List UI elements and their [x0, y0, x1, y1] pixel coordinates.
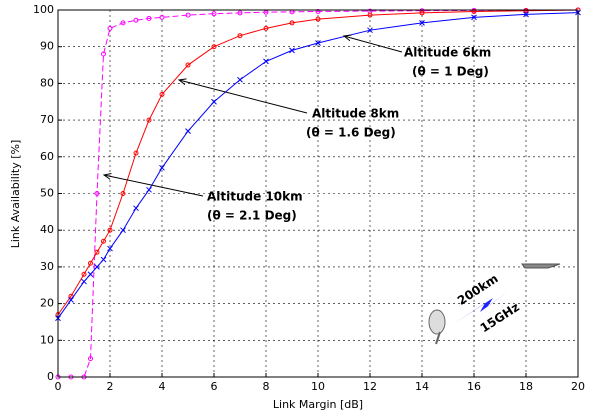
x-axis-label: Link Margin [dB] [273, 398, 363, 411]
point [211, 98, 217, 105]
point [120, 20, 126, 26]
point [87, 271, 94, 278]
y-tick-label: 30 [40, 260, 54, 273]
series-line [57, 12, 579, 319]
y-tick-label: 0 [47, 370, 54, 383]
point [107, 25, 113, 31]
point [471, 14, 477, 21]
x-tick-label: 20 [571, 380, 585, 393]
point [185, 62, 191, 68]
point [107, 227, 113, 233]
point [159, 164, 165, 171]
point [523, 8, 529, 14]
x-tick-label: 2 [107, 380, 114, 393]
point [289, 47, 295, 54]
point [94, 249, 100, 255]
link-bolt [452, 286, 516, 325]
point [94, 264, 100, 270]
point [523, 11, 529, 18]
point [88, 260, 93, 266]
y-tick-label: 40 [40, 223, 54, 236]
point [315, 8, 321, 14]
dish-stand [435, 331, 441, 345]
y-tick-label: 60 [40, 150, 54, 163]
y-tick-label: 20 [40, 297, 54, 310]
point [133, 17, 139, 23]
annotation: Altitude 8km [312, 107, 399, 121]
x-tick-label: 12 [363, 380, 377, 393]
point [101, 238, 106, 244]
point [315, 16, 321, 22]
point [101, 51, 106, 57]
y-tick-label: 10 [40, 333, 54, 346]
point [146, 15, 152, 21]
point [133, 205, 139, 212]
point [146, 186, 152, 193]
x-tick-label: 8 [263, 380, 270, 393]
point [211, 44, 217, 50]
point [367, 12, 373, 18]
ticks: 0 2 4 6 8 10 12 14 16 18 20 0 10 20 30 40 50 60 70 80 90 100 [33, 3, 585, 393]
point [159, 91, 165, 97]
annotation: (θ = 2.1 Deg) [207, 209, 297, 223]
x-tick-label: 6 [211, 380, 218, 393]
point [185, 128, 191, 134]
point [81, 271, 87, 277]
x-tick-label: 14 [415, 380, 429, 393]
y-tick-label: 70 [40, 113, 54, 126]
x-tick-label: 4 [159, 380, 166, 393]
point [211, 11, 217, 17]
point [81, 278, 87, 285]
annotation: Altitude 10km [207, 190, 303, 204]
annotation-arrow [179, 80, 308, 114]
point [68, 297, 74, 303]
point [263, 25, 269, 31]
y-tick-label: 100 [33, 3, 54, 16]
plane-icon [521, 263, 561, 269]
point [289, 20, 295, 26]
point [471, 8, 477, 14]
y-axis-label: Link Availability [%] [9, 140, 22, 249]
point [419, 10, 425, 16]
x-tick-label: 18 [519, 380, 533, 393]
point [120, 227, 126, 234]
x-tick-label: 10 [311, 380, 325, 393]
point [367, 27, 373, 34]
point [237, 33, 243, 39]
point [146, 117, 152, 123]
y-tick-label: 50 [40, 187, 54, 200]
annotation-arrow [344, 36, 403, 53]
point [237, 76, 243, 83]
point [107, 245, 113, 252]
dish-icon [428, 309, 446, 335]
point [237, 10, 243, 16]
annotation: (θ = 1 Deg) [412, 65, 489, 79]
x-tick-label: 16 [467, 380, 481, 393]
grid [57, 9, 579, 378]
annotation: (θ = 1.6 Deg) [306, 126, 396, 140]
point [419, 19, 425, 26]
point [315, 40, 321, 46]
point [100, 256, 107, 263]
point [263, 58, 269, 65]
point [88, 356, 93, 362]
point [159, 14, 165, 20]
x-tick-label: 0 [55, 380, 62, 393]
point [133, 150, 139, 156]
y-tick-label: 90 [40, 40, 54, 53]
point [120, 191, 126, 196]
point [94, 191, 100, 196]
annotation-arrow [104, 175, 204, 197]
point [185, 12, 191, 18]
y-tick-label: 80 [40, 76, 54, 89]
series-line [57, 9, 579, 315]
annotation: Altitude 6km [404, 46, 491, 60]
series-line [58, 9, 579, 378]
